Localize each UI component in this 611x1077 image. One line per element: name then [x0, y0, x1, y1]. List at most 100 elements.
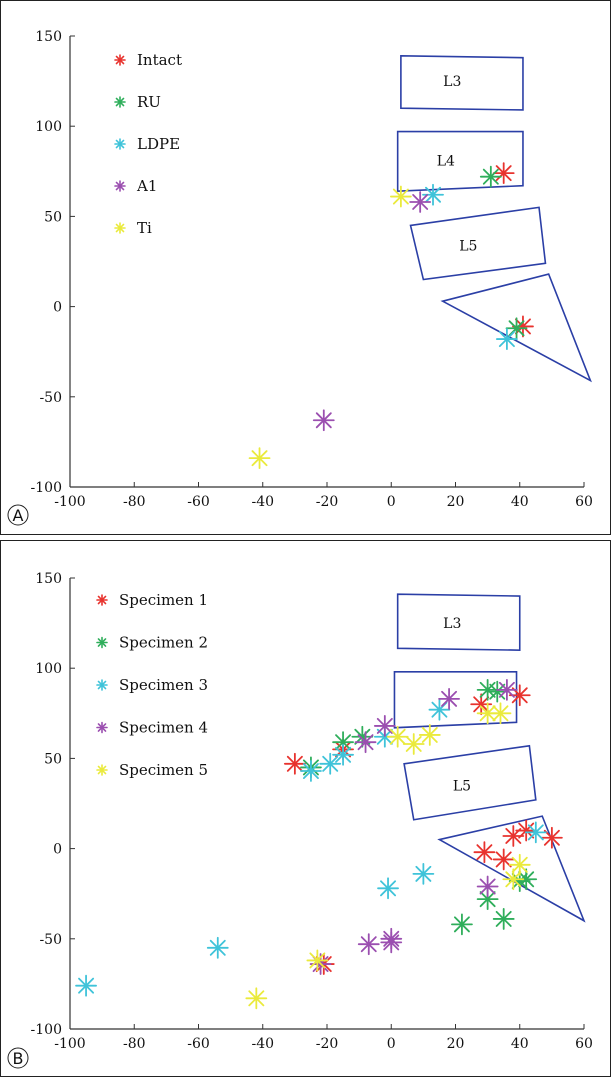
x-tick-label: 20: [447, 494, 465, 510]
data-point: [306, 949, 329, 972]
legend-label: Specimen 1: [119, 591, 208, 609]
panel-letter-circle: [7, 1047, 29, 1069]
y-tick-label: -100: [31, 480, 62, 496]
data-point: [495, 328, 518, 350]
data-point: [495, 678, 518, 701]
data-point: [354, 731, 377, 754]
legend-label: Specimen 4: [119, 719, 208, 737]
data-point: [451, 913, 473, 936]
data-point: [524, 821, 547, 844]
x-tick-label: 40: [511, 1036, 529, 1052]
data-point: [245, 987, 268, 1010]
y-tick-label: 0: [53, 842, 62, 858]
legend-marker: [96, 594, 108, 606]
data-point: [351, 725, 374, 748]
legend-label: A1: [136, 177, 157, 195]
x-tick-label: -80: [123, 1036, 146, 1052]
region-label: L5: [453, 778, 471, 794]
y-tick-label: -50: [39, 390, 62, 406]
region-l3: [396, 593, 521, 651]
x-tick-label: -80: [123, 494, 146, 510]
data-point: [486, 680, 509, 703]
data-point: [473, 841, 496, 864]
y-tick-label: -50: [39, 932, 62, 948]
region-label: L3: [443, 74, 461, 90]
legend-marker: [114, 54, 126, 66]
x-tick-label: -60: [187, 494, 210, 510]
region-l3: [400, 55, 524, 111]
data-point: [492, 908, 515, 930]
data-point: [312, 409, 335, 432]
region-outline-3: [440, 273, 592, 383]
data-point: [489, 702, 512, 725]
data-point: [377, 877, 399, 900]
data-point: [373, 715, 396, 737]
x-tick-label: -20: [316, 1036, 339, 1052]
x-tick-label: -40: [251, 494, 274, 510]
legend-label: LDPE: [137, 135, 180, 153]
y-tick-label: 50: [44, 751, 62, 767]
panel-letter-circle: [7, 504, 29, 526]
region-l4: [396, 130, 524, 192]
region-label: L5: [459, 238, 477, 254]
y-tick-label: -100: [31, 1022, 62, 1038]
y-tick-label: 0: [53, 300, 62, 316]
data-point: [476, 875, 499, 898]
data-point: [357, 933, 380, 956]
y-tick-label: 50: [44, 209, 62, 225]
region-label: L4: [437, 153, 455, 169]
x-tick-label: -100: [54, 494, 85, 510]
y-tick-label: 100: [35, 661, 62, 677]
panel-b-frame: [0, 540, 611, 1077]
region-l5: [409, 206, 547, 281]
legend-label: Ti: [137, 219, 152, 237]
legend-marker: [114, 222, 126, 234]
legend-marker: [114, 138, 126, 150]
data-point: [319, 752, 342, 775]
legend-label: Specimen 5: [119, 761, 208, 779]
region-label: L3: [443, 616, 461, 632]
x-tick-label: 20: [447, 1036, 465, 1052]
data-point: [380, 931, 403, 954]
panel-letter: B: [13, 1049, 24, 1068]
x-tick-label: -40: [251, 1036, 274, 1052]
legend-label: RU: [137, 93, 161, 111]
y-tick-label: 150: [35, 29, 62, 45]
legend-marker: [96, 764, 108, 776]
data-point: [438, 687, 460, 710]
data-point: [515, 819, 538, 842]
x-tick-label: -100: [54, 1036, 85, 1052]
data-point: [389, 185, 412, 208]
panel-letter: A: [13, 506, 24, 525]
x-tick-label: 0: [387, 1036, 396, 1052]
data-point: [502, 868, 525, 891]
legend-marker: [96, 636, 108, 649]
data-point: [75, 974, 97, 997]
legend-marker: [96, 721, 108, 734]
data-point: [402, 733, 425, 755]
x-tick-label: -60: [187, 1036, 210, 1052]
legend-label: Intact: [137, 51, 182, 69]
legend-label: Specimen 2: [119, 634, 208, 652]
legend-marker: [114, 180, 126, 192]
data-point: [300, 760, 322, 782]
data-point: [418, 724, 441, 746]
data-point: [409, 191, 432, 213]
data-point: [476, 888, 499, 911]
data-point: [206, 936, 229, 959]
x-tick-label: 0: [387, 494, 396, 510]
region-outline-1: [393, 671, 518, 729]
data-point: [386, 725, 409, 748]
data-point: [540, 826, 563, 849]
legend-marker: [96, 679, 108, 691]
data-point: [476, 702, 499, 725]
data-point: [492, 848, 515, 871]
x-tick-label: 40: [511, 494, 529, 510]
data-point: [332, 743, 354, 766]
region-l5: [403, 744, 537, 821]
data-point: [283, 752, 306, 775]
x-tick-label: 60: [575, 1036, 593, 1052]
data-point: [479, 165, 502, 188]
data-point: [492, 162, 515, 185]
